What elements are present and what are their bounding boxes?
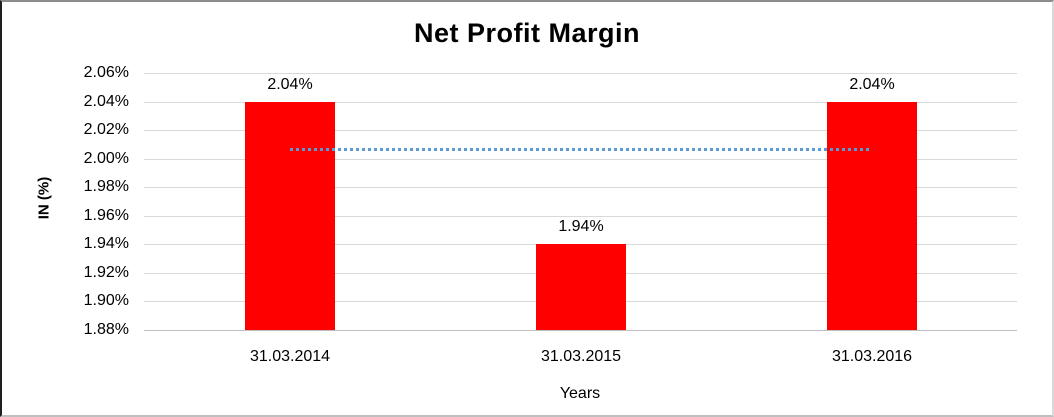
y-tick-label: 1.98%: [83, 178, 129, 195]
bar: [536, 244, 626, 330]
y-gridline: [144, 73, 1017, 74]
y-gridline: [144, 159, 1017, 160]
y-tick-label: 2.06%: [83, 64, 129, 81]
bar-data-label: 1.94%: [558, 218, 604, 235]
bar: [827, 102, 917, 330]
y-gridline: [144, 130, 1017, 131]
y-tick-label: 1.96%: [83, 207, 129, 224]
y-tick-label: 1.90%: [83, 292, 129, 309]
y-tick-label: 1.94%: [83, 235, 129, 252]
y-tick-label: 1.92%: [83, 264, 129, 281]
y-gridline: [144, 187, 1017, 188]
x-axis-title: Years: [559, 385, 601, 402]
x-axis-line: [144, 330, 1017, 331]
y-tick-label: 2.04%: [83, 93, 129, 110]
x-tick-label: 31.03.2014: [249, 348, 331, 365]
average-trendline: [290, 148, 872, 151]
chart-title: Net Profit Margin: [413, 18, 640, 48]
y-tick-label: 2.02%: [83, 121, 129, 138]
bar-data-label: 2.04%: [267, 76, 313, 93]
y-gridline: [144, 216, 1017, 217]
y-tick-label: 1.88%: [83, 321, 129, 338]
y-gridline: [144, 102, 1017, 103]
bar-data-label: 2.04%: [849, 76, 895, 93]
x-tick-label: 31.03.2015: [540, 348, 622, 365]
y-tick-label: 2.00%: [83, 150, 129, 167]
bar: [245, 102, 335, 330]
x-tick-label: 31.03.2016: [831, 348, 913, 365]
